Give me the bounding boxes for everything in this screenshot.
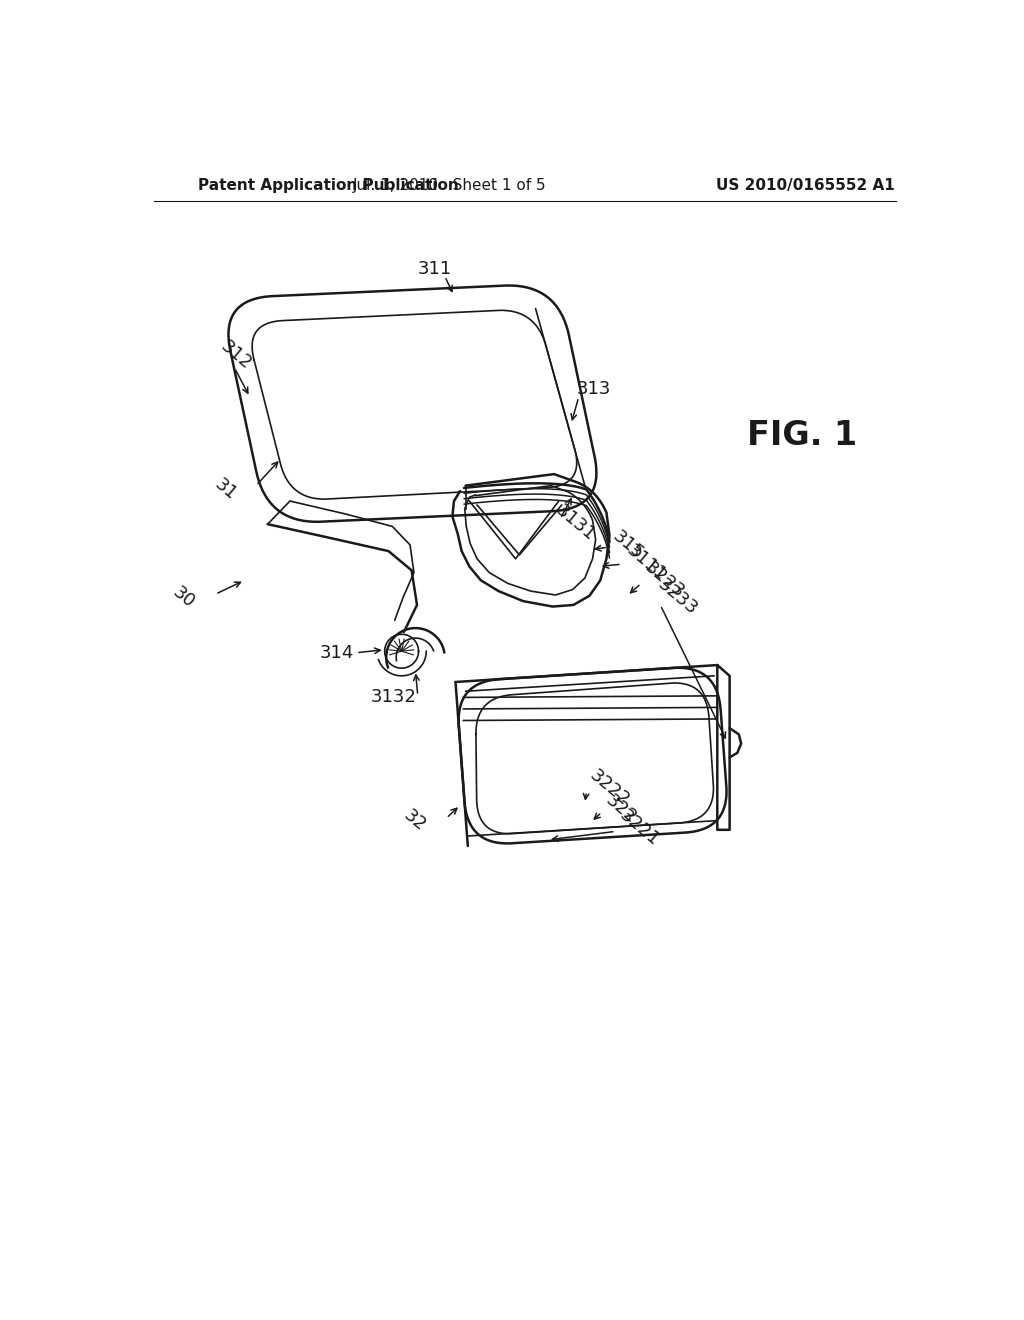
Text: 30: 30	[169, 583, 199, 611]
Text: 3233: 3233	[654, 576, 701, 619]
Text: US 2010/0165552 A1: US 2010/0165552 A1	[716, 178, 895, 193]
Text: 315: 315	[609, 527, 647, 562]
Text: Patent Application Publication: Patent Application Publication	[199, 178, 459, 193]
Text: Jul. 1, 2010   Sheet 1 of 5: Jul. 1, 2010 Sheet 1 of 5	[353, 178, 547, 193]
Text: 3131: 3131	[553, 502, 599, 544]
Text: 3223: 3223	[641, 558, 688, 602]
Text: FIG. 1: FIG. 1	[746, 420, 857, 453]
Text: 32: 32	[400, 807, 429, 834]
Text: 3221: 3221	[615, 807, 663, 850]
Text: 31: 31	[212, 475, 241, 504]
Text: 3132: 3132	[371, 689, 417, 706]
Text: 312: 312	[217, 337, 255, 372]
Text: 3111: 3111	[624, 541, 670, 585]
Text: 322: 322	[602, 791, 640, 828]
Text: 314: 314	[319, 644, 354, 661]
Text: 311: 311	[418, 260, 452, 277]
Text: 3222: 3222	[587, 767, 633, 810]
Text: 313: 313	[578, 380, 611, 399]
